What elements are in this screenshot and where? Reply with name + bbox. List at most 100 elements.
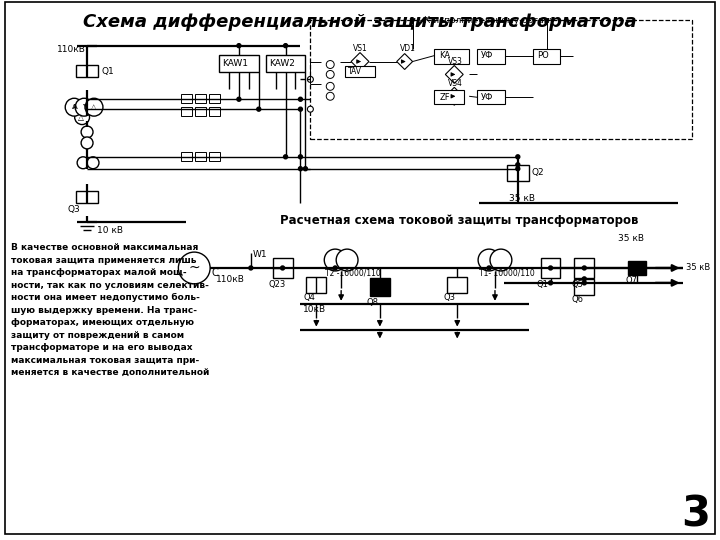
Bar bbox=[307, 277, 326, 293]
Text: РО: РО bbox=[536, 51, 549, 60]
Text: А: А bbox=[72, 104, 76, 110]
Circle shape bbox=[326, 60, 334, 69]
Circle shape bbox=[635, 266, 639, 270]
Text: К исполнительному органу: К исполнительному органу bbox=[423, 16, 554, 25]
Text: Q8: Q8 bbox=[367, 298, 379, 307]
Text: Q5: Q5 bbox=[572, 280, 583, 289]
Bar bbox=[434, 90, 464, 104]
Text: 10кВ: 10кВ bbox=[303, 305, 327, 314]
Bar bbox=[575, 258, 594, 278]
Circle shape bbox=[478, 249, 500, 271]
Bar bbox=[195, 107, 206, 116]
Text: KA: KA bbox=[439, 51, 451, 60]
Text: VS4: VS4 bbox=[449, 79, 463, 88]
Circle shape bbox=[75, 110, 89, 125]
Text: TAV: TAV bbox=[348, 67, 362, 76]
Bar bbox=[310, 20, 693, 139]
Text: Q1: Q1 bbox=[536, 280, 549, 289]
Polygon shape bbox=[351, 52, 369, 70]
Circle shape bbox=[299, 97, 302, 101]
Text: Q1: Q1 bbox=[102, 67, 114, 76]
Text: 3: 3 bbox=[681, 493, 710, 535]
Text: 10 кВ: 10 кВ bbox=[97, 226, 123, 235]
Circle shape bbox=[281, 266, 284, 270]
Text: Y: Y bbox=[82, 104, 86, 110]
Text: 35 кВ: 35 кВ bbox=[509, 194, 535, 203]
Circle shape bbox=[85, 98, 103, 116]
Circle shape bbox=[70, 100, 84, 114]
Bar bbox=[345, 65, 375, 77]
Circle shape bbox=[75, 98, 93, 116]
Circle shape bbox=[179, 252, 210, 284]
Bar bbox=[76, 191, 98, 204]
Circle shape bbox=[516, 167, 520, 171]
Circle shape bbox=[549, 266, 552, 270]
Circle shape bbox=[307, 106, 313, 112]
Bar bbox=[181, 94, 192, 103]
Text: Q4: Q4 bbox=[303, 293, 315, 302]
Circle shape bbox=[249, 266, 253, 270]
Circle shape bbox=[87, 157, 99, 168]
Bar bbox=[447, 277, 467, 293]
Bar bbox=[209, 152, 220, 161]
Circle shape bbox=[81, 126, 93, 138]
Bar bbox=[370, 278, 390, 296]
Text: 110кВ: 110кВ bbox=[58, 45, 86, 54]
Circle shape bbox=[299, 167, 302, 171]
Text: А: А bbox=[73, 104, 78, 110]
Bar bbox=[507, 165, 528, 181]
Circle shape bbox=[257, 107, 261, 111]
Circle shape bbox=[237, 44, 241, 48]
Text: ~: ~ bbox=[189, 261, 200, 275]
Bar bbox=[273, 258, 292, 278]
Circle shape bbox=[516, 163, 520, 167]
Text: 110кВ: 110кВ bbox=[216, 275, 245, 285]
Bar bbox=[209, 107, 220, 116]
Circle shape bbox=[77, 157, 89, 168]
Text: T1- 10000/110: T1- 10000/110 bbox=[479, 268, 535, 278]
Text: УФ: УФ bbox=[481, 93, 493, 102]
Circle shape bbox=[336, 249, 358, 271]
Bar bbox=[76, 64, 98, 77]
Text: W1: W1 bbox=[253, 249, 267, 259]
Circle shape bbox=[299, 155, 302, 159]
Circle shape bbox=[549, 281, 552, 285]
Text: KAW2: KAW2 bbox=[269, 59, 294, 68]
Bar bbox=[195, 152, 206, 161]
Polygon shape bbox=[446, 65, 463, 83]
Circle shape bbox=[582, 281, 586, 285]
Bar bbox=[628, 261, 646, 275]
Circle shape bbox=[326, 83, 334, 90]
Bar bbox=[181, 107, 192, 116]
Circle shape bbox=[487, 266, 491, 270]
Bar bbox=[266, 55, 305, 72]
Text: Y: Y bbox=[83, 104, 87, 110]
Text: Схема дифференциальной защиты трансформатора: Схема дифференциальной защиты трансформа… bbox=[84, 13, 636, 31]
Text: VS3: VS3 bbox=[449, 57, 463, 66]
Text: Q23: Q23 bbox=[269, 280, 286, 289]
Circle shape bbox=[324, 249, 346, 271]
Circle shape bbox=[303, 167, 307, 171]
Text: △: △ bbox=[78, 113, 84, 122]
Circle shape bbox=[490, 249, 512, 271]
Circle shape bbox=[80, 100, 94, 114]
Text: В качестве основной максимальная
токовая защита применяется лишь
на трансформато: В качестве основной максимальная токовая… bbox=[11, 243, 209, 377]
Text: △: △ bbox=[91, 104, 96, 110]
Circle shape bbox=[326, 92, 334, 100]
Text: KAW1: KAW1 bbox=[222, 59, 248, 68]
Text: VD1: VD1 bbox=[400, 44, 415, 53]
Text: Q7: Q7 bbox=[626, 276, 638, 285]
Polygon shape bbox=[446, 87, 463, 105]
Circle shape bbox=[307, 77, 313, 83]
Circle shape bbox=[582, 266, 586, 270]
Bar bbox=[434, 49, 469, 64]
Text: Q3: Q3 bbox=[444, 293, 455, 302]
Circle shape bbox=[333, 266, 337, 270]
Text: ZF: ZF bbox=[439, 93, 450, 102]
Bar bbox=[195, 94, 206, 103]
Text: УФ: УФ bbox=[481, 51, 493, 60]
Circle shape bbox=[299, 107, 302, 111]
Text: Q2: Q2 bbox=[531, 168, 544, 177]
Circle shape bbox=[66, 98, 83, 116]
Circle shape bbox=[237, 97, 241, 101]
